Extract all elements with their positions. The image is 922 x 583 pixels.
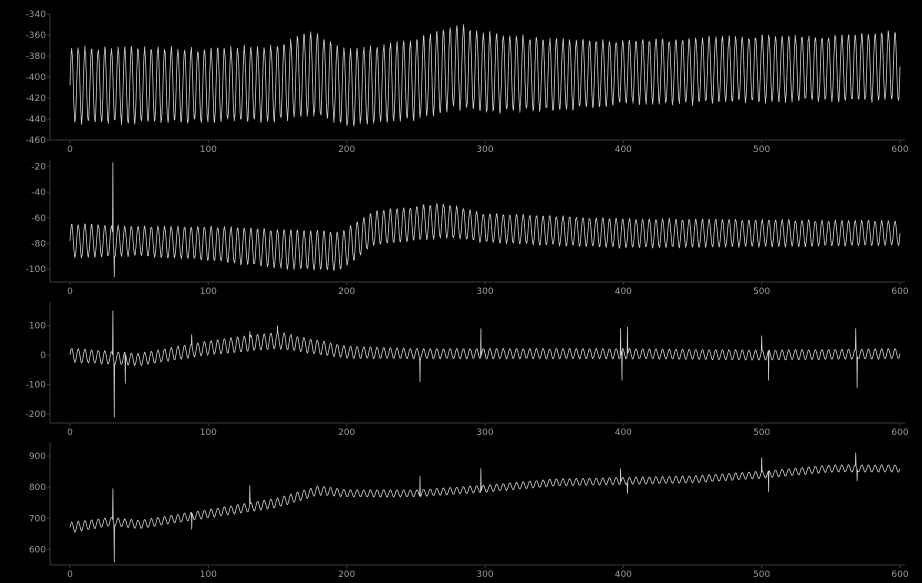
y-tick-label: -100 bbox=[26, 265, 47, 275]
x-tick-label: 0 bbox=[67, 570, 73, 580]
y-tick-label: -80 bbox=[31, 239, 46, 249]
panel-2: 0 100 200 300 400 500 600 -20 -40 -60 -80 -100 bbox=[26, 160, 909, 297]
x-tick-label: 200 bbox=[338, 287, 355, 297]
x-tick-label: 500 bbox=[753, 428, 770, 438]
series-line bbox=[69, 24, 901, 127]
x-tick-label: 0 bbox=[67, 428, 73, 438]
x-tick-label: 500 bbox=[753, 570, 770, 580]
x-tick-label: 400 bbox=[615, 287, 632, 297]
y-tick-label: 800 bbox=[29, 483, 46, 493]
x-tick-label: 300 bbox=[476, 287, 493, 297]
y-tick-label: -100 bbox=[26, 381, 47, 391]
y-tick-label: -40 bbox=[31, 188, 46, 198]
panel-1: 0 100 200 300 400 500 600 -340 -360 -380 -400 -420 -… bbox=[26, 10, 909, 155]
x-tick-label: 600 bbox=[891, 287, 908, 297]
x-tick-label: 100 bbox=[200, 287, 217, 297]
y-tick-label: 700 bbox=[29, 514, 46, 524]
x-tick-label: 200 bbox=[338, 145, 355, 155]
y-tick-label: 900 bbox=[29, 452, 46, 462]
x-tick-label: 300 bbox=[476, 428, 493, 438]
y-tick-label: -460 bbox=[26, 136, 47, 146]
x-tick-label: 500 bbox=[753, 145, 770, 155]
series-line bbox=[69, 310, 901, 418]
panel-4: 0 100 200 300 400 500 600 900 800 700 600 bbox=[29, 442, 909, 580]
y-tick-label: -420 bbox=[26, 94, 47, 104]
x-tick-label: 600 bbox=[891, 428, 908, 438]
y-tick-label: -400 bbox=[26, 73, 47, 83]
y-tick-label: -340 bbox=[26, 10, 47, 20]
y-tick-label: -380 bbox=[26, 52, 47, 62]
x-tick-label: 400 bbox=[615, 428, 632, 438]
series-line bbox=[69, 452, 901, 563]
y-tick-label: 100 bbox=[29, 322, 46, 332]
x-tick-label: 100 bbox=[200, 428, 217, 438]
x-tick-label: 200 bbox=[338, 570, 355, 580]
y-tick-label: 0 bbox=[40, 351, 46, 361]
x-tick-label: 300 bbox=[476, 145, 493, 155]
y-tick-label: -440 bbox=[26, 115, 47, 125]
x-tick-label: 500 bbox=[753, 287, 770, 297]
x-tick-label: 0 bbox=[67, 287, 73, 297]
panel-3: 0 100 200 300 400 500 600 100 0 -100 -200 bbox=[26, 302, 909, 438]
x-tick-label: 600 bbox=[891, 145, 908, 155]
x-tick-label: 400 bbox=[615, 570, 632, 580]
x-tick-label: 300 bbox=[476, 570, 493, 580]
x-tick-label: 0 bbox=[67, 145, 73, 155]
y-tick-label: -60 bbox=[31, 214, 46, 224]
x-tick-label: 100 bbox=[200, 145, 217, 155]
y-tick-label: -200 bbox=[26, 410, 47, 420]
y-tick-label: 600 bbox=[29, 545, 46, 555]
x-tick-label: 600 bbox=[891, 570, 908, 580]
x-tick-label: 100 bbox=[200, 570, 217, 580]
x-tick-label: 400 bbox=[615, 145, 632, 155]
x-tick-label: 200 bbox=[338, 428, 355, 438]
y-tick-label: -360 bbox=[26, 31, 47, 41]
y-tick-label: -20 bbox=[31, 162, 46, 172]
series-line bbox=[69, 162, 901, 278]
